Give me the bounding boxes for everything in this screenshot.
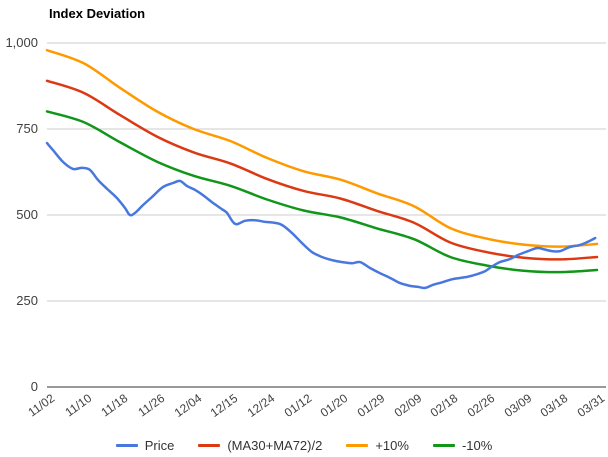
legend-item-ma30+ma722: (MA30+MA72)/2 <box>198 438 322 453</box>
series-line--10% <box>45 110 599 274</box>
legend-label: -10% <box>461 437 493 453</box>
legend-swatch <box>346 443 369 447</box>
legend-label: Price <box>144 437 175 453</box>
series-line-price <box>45 141 597 290</box>
legend-item-+10%: +10% <box>346 438 409 453</box>
y-axis-label: 0 <box>30 379 38 394</box>
chart-title: Index Deviation <box>49 6 146 21</box>
legend-item--10%: -10% <box>432 437 493 453</box>
y-axis-label: 500 <box>16 207 38 222</box>
legend-swatch <box>432 443 455 447</box>
y-axis-label: 1,000 <box>5 35 38 50</box>
legend-swatch <box>198 443 221 447</box>
plot-area <box>45 42 606 388</box>
legend-swatch <box>115 443 138 447</box>
y-axis-label: 250 <box>16 293 38 308</box>
series-line-+10% <box>45 48 599 248</box>
legend-label: (MA30+MA72)/2 <box>227 437 323 453</box>
series-line-ma30+ma722 <box>45 79 599 261</box>
legend-item-price: Price <box>115 437 175 453</box>
y-axis-label: 750 <box>16 121 38 136</box>
legend: Price (MA30+MA72)/2 +10% -10% <box>0 435 608 455</box>
legend-label: +10% <box>375 437 409 453</box>
